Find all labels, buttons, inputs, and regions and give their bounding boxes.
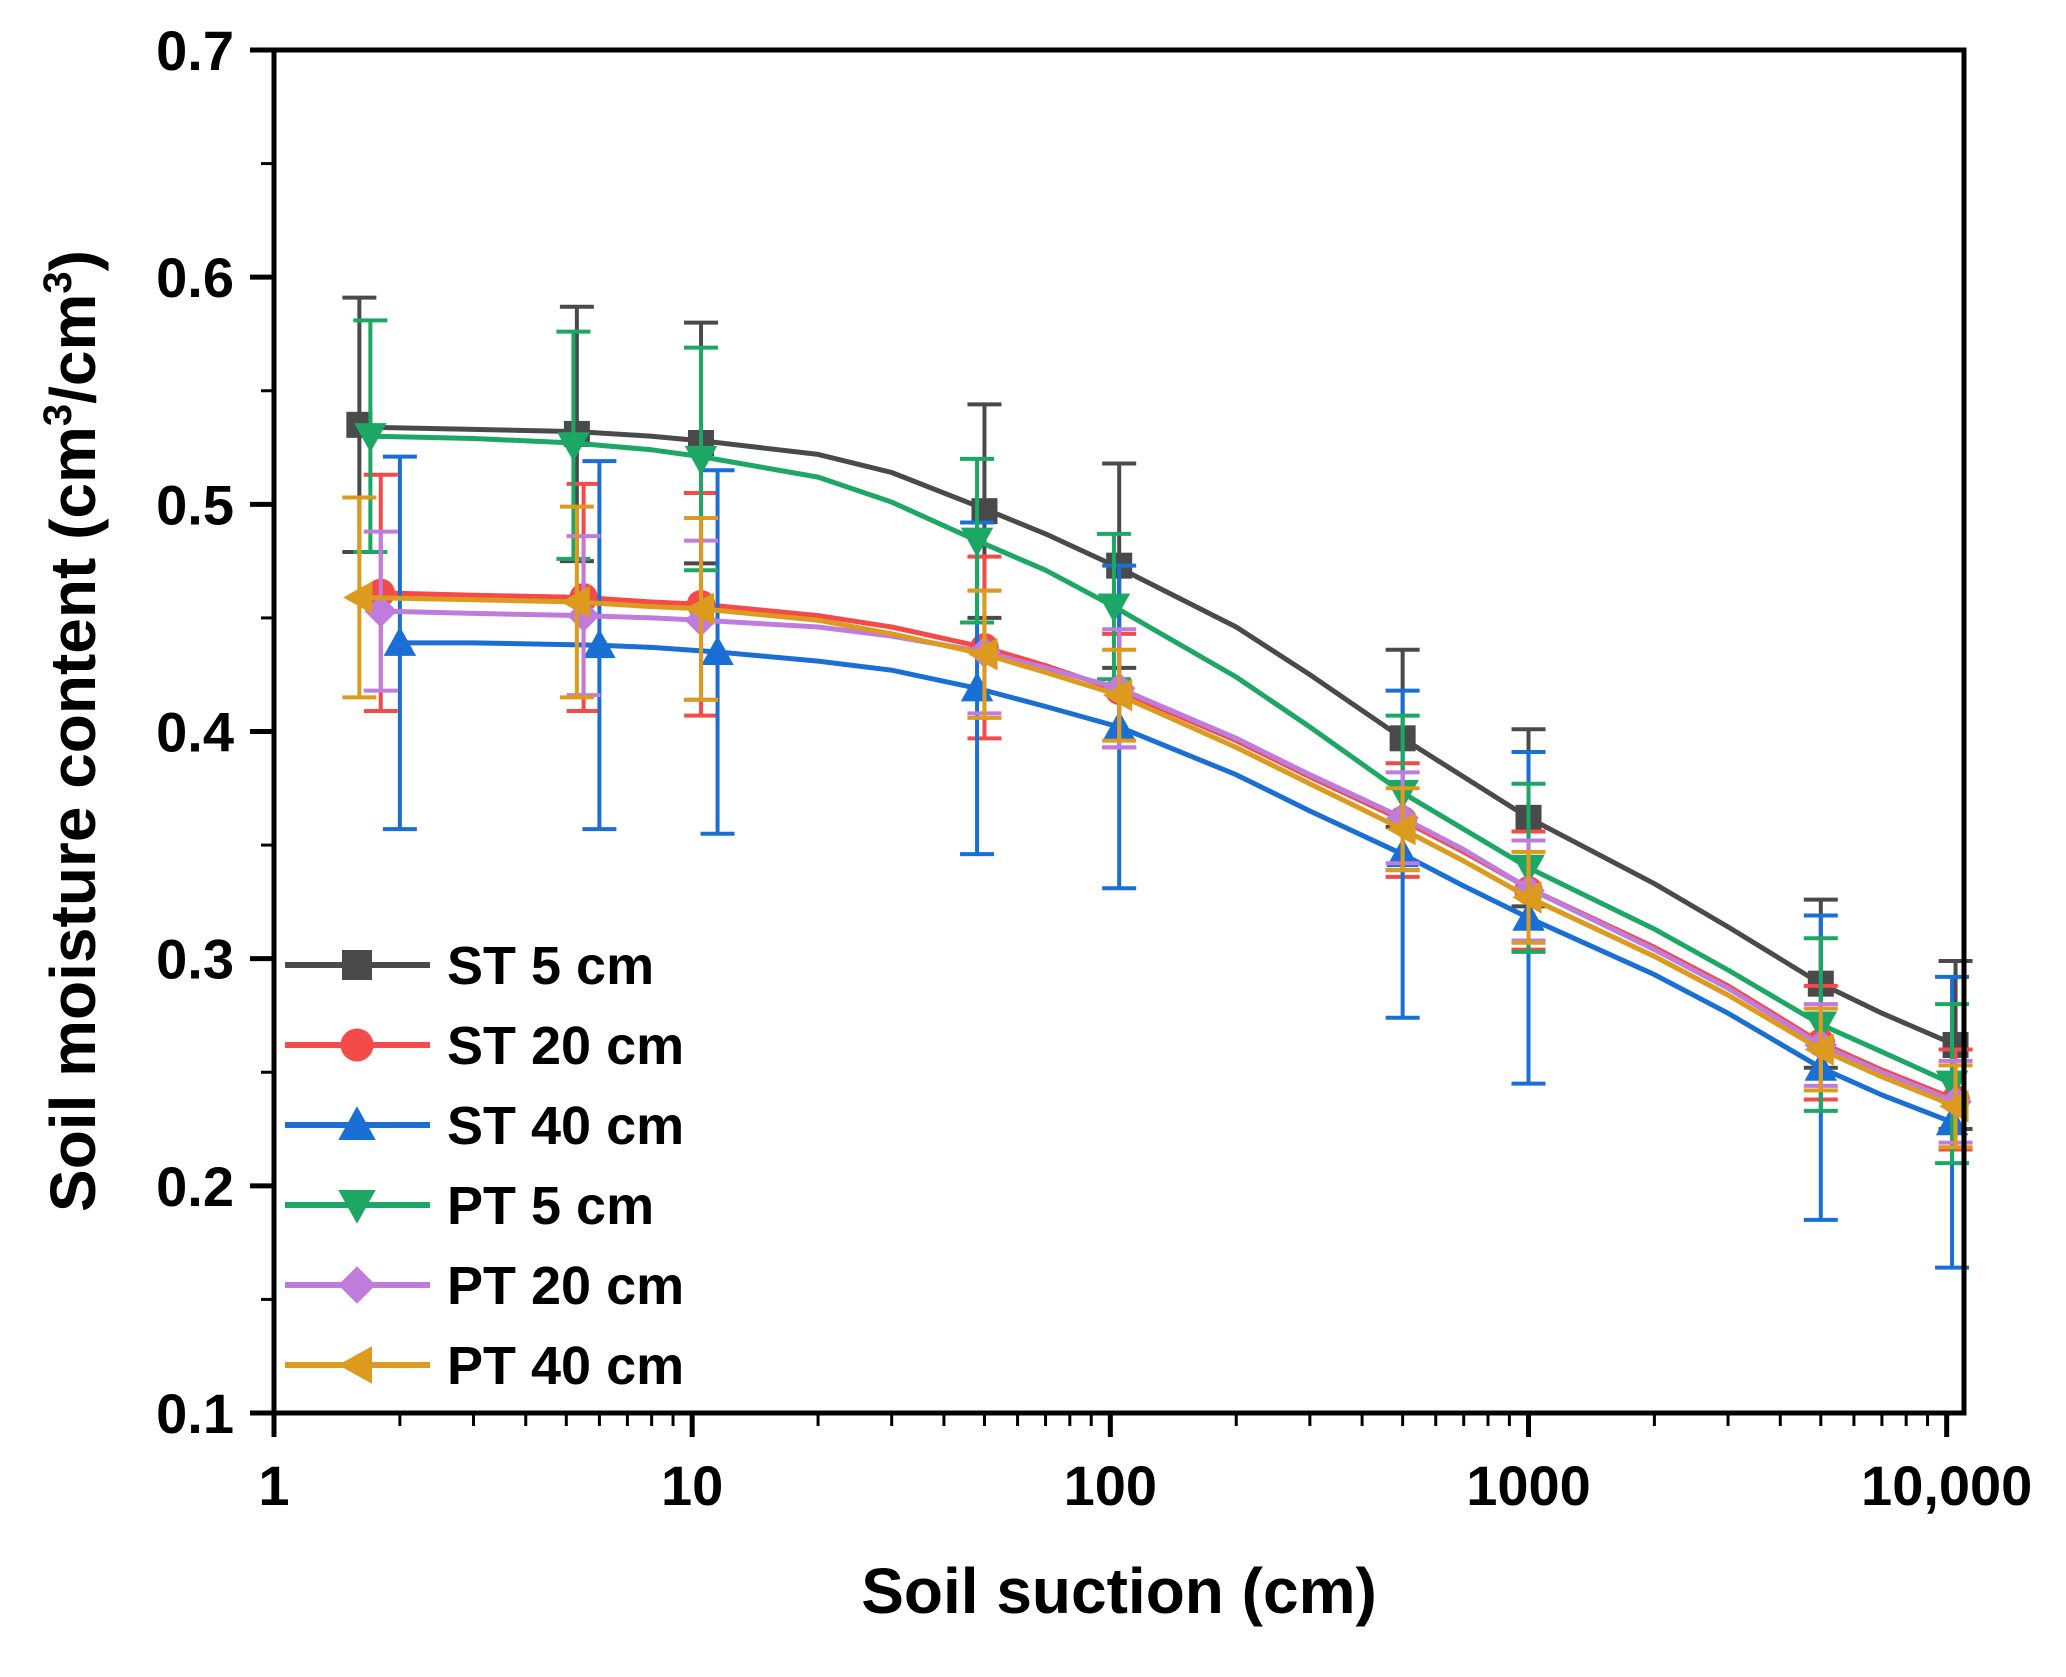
y-tick-label: 0.5 (156, 473, 234, 536)
y-tick-label: 0.2 (156, 1155, 234, 1218)
x-axis-title: Soil suction (cm) (861, 1555, 1377, 1627)
legend-marker (338, 1190, 376, 1224)
legend-marker (338, 1106, 376, 1140)
x-tick-label: 1000 (1466, 1454, 1591, 1517)
data-point (583, 628, 616, 659)
y-tick-label: 0.3 (156, 928, 234, 991)
data-point (343, 581, 373, 614)
fit-curve (370, 433, 1954, 1086)
y-tick-label: 0.4 (156, 701, 234, 764)
data-point (684, 592, 715, 626)
data-point (560, 585, 590, 619)
data-point (557, 432, 590, 462)
data-point (1935, 1070, 1969, 1100)
legend-label: ST 40 cm (447, 1096, 684, 1156)
y-axis-title-sup-2: 3 (36, 271, 80, 293)
data-point (1386, 812, 1416, 846)
data-point (1097, 593, 1131, 623)
y-tick-label: 0.1 (156, 1382, 234, 1445)
y-axis-title-mid: /cm (37, 294, 109, 404)
x-tick-label: 10,000 (1861, 1454, 2032, 1517)
data-point (364, 594, 397, 628)
x-tick-label: 100 (1064, 1454, 1157, 1517)
data-point (354, 423, 387, 453)
legend-item: ST 40 cm (285, 1096, 684, 1156)
data-point (684, 445, 718, 476)
legend-marker (340, 1028, 374, 1062)
fit-curve (359, 595, 1957, 1109)
y-tick-label: 0.6 (156, 246, 234, 309)
legend-item: PT 40 cm (285, 1336, 684, 1396)
data-point (383, 626, 417, 656)
data-point (960, 527, 994, 557)
y-axis-title-suffix: ) (37, 250, 109, 271)
legend-label: ST 5 cm (447, 936, 654, 996)
y-axis-title-sup-1: 3 (36, 404, 80, 426)
legend-marker (338, 1266, 376, 1304)
legend: ST 5 cm ST 20 cm ST 40 cm PT 5 cm PT 20 cm PT… (285, 936, 684, 1396)
legend-marker (338, 1346, 372, 1384)
legend-label: PT 40 cm (447, 1336, 684, 1396)
legend-item: PT 5 cm (285, 1176, 654, 1236)
legend-marker (342, 950, 372, 980)
y-axis-title: Soil moisture content (cm3/cm3) (36, 250, 109, 1212)
fit-curve (380, 608, 1957, 1105)
series-pt-40-cm (342, 495, 1973, 1150)
y-tick-label: 0.7 (156, 19, 234, 82)
y-axis-title-prefix: Soil moisture content (cm (37, 426, 109, 1212)
x-tick-label: 1 (258, 1454, 289, 1517)
data-point (1102, 678, 1133, 712)
series-layer (342, 295, 1973, 1270)
x-tick-label: 10 (661, 1454, 723, 1517)
legend-label: PT 5 cm (447, 1176, 654, 1236)
fit-curve (399, 640, 1954, 1125)
legend-item: ST 5 cm (285, 936, 654, 996)
legend-item: ST 20 cm (285, 1016, 684, 1076)
y-axis-ticks: 0.1 0.2 0.3 0.4 0.5 0.6 0.7 (156, 19, 274, 1445)
legend-label: PT 20 cm (447, 1256, 684, 1316)
data-point (1512, 881, 1542, 914)
x-axis-ticks: 1 10 100 1000 10,000 (258, 1413, 2032, 1517)
fit-curve (359, 424, 1957, 1048)
legend-item: PT 20 cm (285, 1256, 684, 1316)
data-point (701, 635, 734, 665)
data-point (1804, 1033, 1834, 1066)
data-point (1939, 1090, 1969, 1123)
data-point (968, 638, 998, 671)
legend-label: ST 20 cm (447, 1016, 684, 1076)
